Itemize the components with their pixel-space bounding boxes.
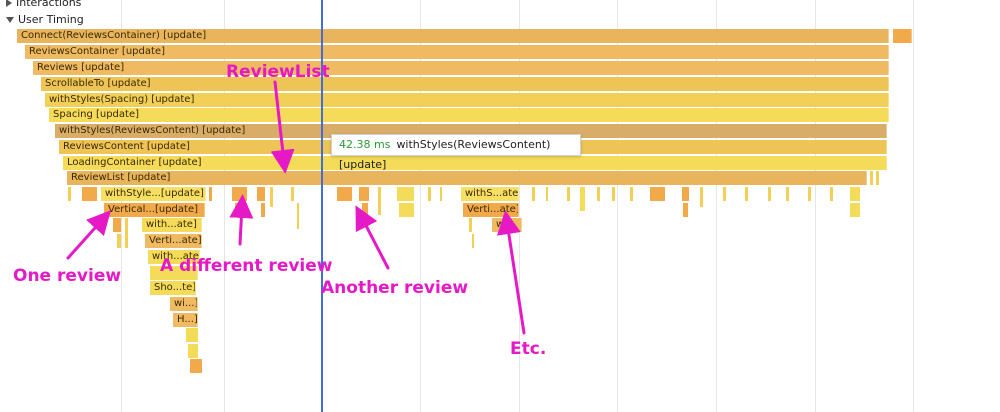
flame-bar[interactable]: H...] <box>173 313 198 327</box>
flame-sliver <box>580 187 585 211</box>
arrow-etc <box>496 210 526 335</box>
expand-arrow-icon[interactable] <box>6 0 12 7</box>
flame-sliver <box>82 187 97 201</box>
arrow-another-review <box>355 205 390 270</box>
arrow-different-review <box>229 194 254 246</box>
flame-bar[interactable]: withS...ate] <box>461 187 519 201</box>
flame-bar[interactable]: LoadingContainer [update] <box>63 156 887 170</box>
tooltip-label: withStyles(ReviewsContent) [update] <box>339 138 551 171</box>
flame-sliver <box>186 328 198 342</box>
gridline <box>815 0 816 412</box>
flame-sliver <box>682 187 689 201</box>
flame-sliver <box>876 171 879 185</box>
flame-sliver <box>469 218 472 232</box>
flame-sliver <box>630 187 633 201</box>
track-label: Interactions <box>16 0 82 9</box>
flame-bar[interactable]: withStyles(ReviewsContent) [update] <box>55 124 887 138</box>
flame-bar[interactable] <box>893 29 912 43</box>
flame-sliver <box>428 187 431 201</box>
gridline <box>420 0 421 412</box>
flame-sliver <box>546 187 548 201</box>
duration-tooltip: 42.38 ms withStyles(ReviewsContent) [upda… <box>331 134 581 171</box>
flame-bar[interactable]: ScrollableTo [update] <box>41 77 889 91</box>
flame-sliver <box>270 187 273 207</box>
gridline <box>716 0 717 412</box>
flame-sliver <box>117 234 121 248</box>
flame-sliver <box>359 187 369 201</box>
flame-sliver <box>808 187 811 201</box>
gridline <box>519 0 520 412</box>
flame-bar[interactable]: Vertical...[update] <box>104 203 205 217</box>
flame-sliver <box>188 344 198 358</box>
flame-sliver <box>768 187 771 201</box>
gridline <box>617 0 618 412</box>
flame-bar[interactable]: Sho...te] <box>150 281 196 295</box>
flame-bar[interactable]: withStyle...[update] <box>101 187 206 201</box>
flame-bar[interactable]: Connect(ReviewsContainer) [update] <box>17 29 889 43</box>
flame-sliver <box>745 187 748 201</box>
flame-sliver <box>440 187 442 201</box>
flame-sliver <box>870 171 873 185</box>
flame-bar[interactable]: Reviews [update] <box>33 61 889 75</box>
flame-sliver <box>650 187 665 201</box>
flame-sliver <box>209 187 212 201</box>
flame-sliver <box>291 187 294 201</box>
flame-sliver <box>532 187 535 201</box>
flame-bar[interactable]: wi...] <box>170 297 198 311</box>
time-cursor-line <box>321 0 323 412</box>
flame-sliver <box>378 187 381 215</box>
flame-sliver <box>683 203 688 217</box>
flame-sliver <box>297 203 299 229</box>
flame-bar[interactable] <box>150 266 198 280</box>
flame-sliver <box>113 218 121 232</box>
tooltip-duration: 42.38 ms <box>339 138 391 151</box>
flame-sliver <box>597 187 600 201</box>
gridline <box>224 0 225 412</box>
flame-sliver <box>472 234 474 248</box>
flame-sliver <box>850 203 860 217</box>
track-user-timing[interactable]: User Timing <box>0 13 1000 26</box>
flame-bar[interactable]: Verti...ate] <box>145 234 202 248</box>
flame-sliver <box>125 218 128 248</box>
annotation-reviewlist: ReviewList <box>226 62 330 82</box>
flame-bar[interactable]: ReviewList [update] <box>67 171 867 185</box>
flame-sliver <box>337 187 352 201</box>
flame-bar[interactable]: with...ate] <box>148 250 200 264</box>
flame-sliver <box>850 187 860 201</box>
flame-sliver <box>68 187 71 201</box>
annotation-one-review: One review <box>13 266 122 286</box>
flame-sliver <box>257 187 265 201</box>
arrow-reviewlist <box>270 80 295 174</box>
flame-sliver <box>190 359 202 373</box>
flame-bar[interactable]: Spacing [update] <box>49 108 889 122</box>
flame-sliver <box>830 187 833 201</box>
flame-sliver <box>397 187 414 201</box>
flame-sliver <box>612 187 615 201</box>
annotation-another-review: Another review <box>321 278 469 298</box>
flame-bar[interactable]: with...ate] <box>142 218 202 232</box>
flame-sliver <box>700 187 703 207</box>
flame-sliver <box>261 203 265 217</box>
gridline <box>913 0 914 412</box>
track-label: User Timing <box>18 13 84 26</box>
flame-bar[interactable]: withStyles(Spacing) [update] <box>45 93 889 107</box>
track-interactions[interactable]: Interactions <box>0 0 1000 9</box>
arrow-one-review <box>66 210 112 260</box>
flame-sliver <box>399 203 414 217</box>
flame-sliver <box>786 187 789 201</box>
annotation-different-review: A different review <box>160 256 333 276</box>
annotation-etc: Etc. <box>510 339 547 359</box>
flame-bar[interactable]: ReviewsContainer [update] <box>25 45 889 59</box>
collapse-arrow-icon[interactable] <box>6 17 14 23</box>
flame-sliver <box>567 187 570 201</box>
flame-sliver <box>723 187 726 201</box>
